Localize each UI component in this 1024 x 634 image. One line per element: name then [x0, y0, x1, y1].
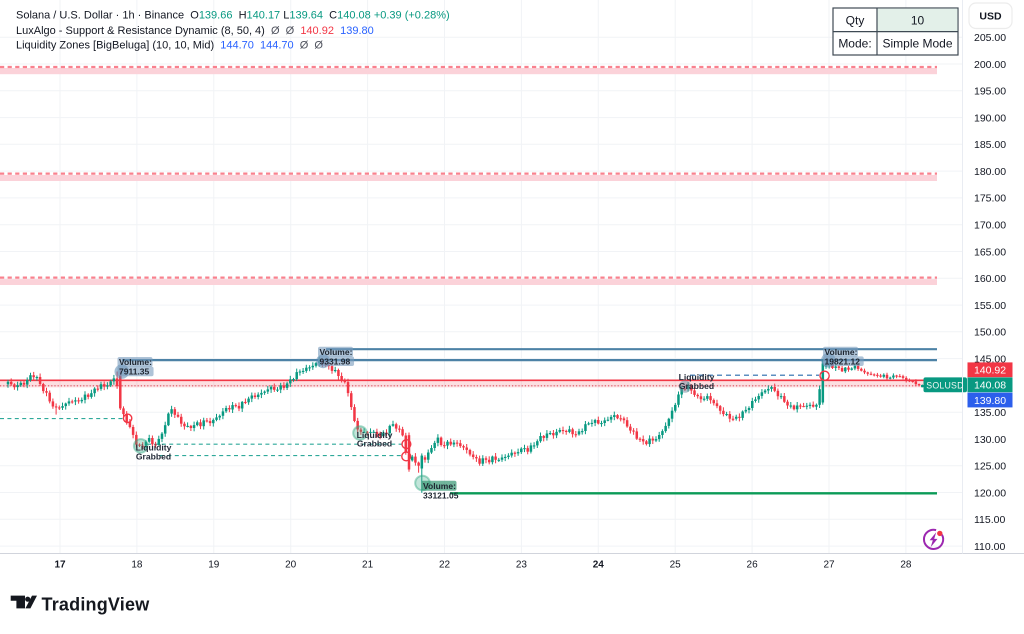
svg-text:33121.05: 33121.05 [423, 490, 459, 500]
svg-text:180.00: 180.00 [974, 166, 1006, 178]
svg-text:Volume:: Volume: [423, 481, 456, 491]
svg-text:24: 24 [593, 559, 605, 570]
svg-text:Solana / U.S. Dollar · 1h · Bi: Solana / U.S. Dollar · 1h · Binance O139… [16, 9, 450, 21]
svg-text:25: 25 [670, 559, 682, 570]
svg-text:170.00: 170.00 [974, 220, 1006, 232]
svg-text:Mode:: Mode: [838, 37, 871, 51]
svg-text:120.00: 120.00 [974, 487, 1006, 499]
svg-text:Simple Mode: Simple Mode [882, 37, 952, 51]
svg-text:USD: USD [979, 11, 1002, 23]
svg-text:135.00: 135.00 [974, 407, 1006, 419]
svg-text:19821.12: 19821.12 [825, 356, 861, 366]
svg-text:18: 18 [131, 559, 143, 570]
svg-text:LuxAlgo - Support & Resistance: LuxAlgo - Support & Resistance Dynamic (… [16, 25, 374, 37]
svg-text:115.00: 115.00 [974, 514, 1005, 526]
svg-text:195.00: 195.00 [974, 86, 1006, 98]
svg-text:7911.35: 7911.35 [119, 367, 150, 377]
svg-text:27: 27 [823, 559, 835, 570]
svg-text:Grabbed: Grabbed [136, 451, 171, 461]
svg-text:26: 26 [747, 559, 759, 570]
svg-text:22: 22 [439, 559, 451, 570]
svg-text:190.00: 190.00 [974, 112, 1006, 124]
svg-text:9331.98: 9331.98 [320, 356, 351, 366]
svg-text:Liquidity: Liquidity [136, 443, 172, 453]
svg-text:Volume:: Volume: [825, 347, 858, 357]
svg-text:19: 19 [208, 559, 220, 570]
svg-text:155.00: 155.00 [974, 300, 1006, 312]
svg-text:Grabbed: Grabbed [357, 439, 392, 449]
svg-text:125.00: 125.00 [974, 461, 1006, 473]
svg-text:110.00: 110.00 [974, 541, 1005, 553]
svg-text:140.08: 140.08 [974, 380, 1006, 392]
svg-text:20: 20 [285, 559, 297, 570]
svg-text:160.00: 160.00 [974, 273, 1006, 285]
svg-text:200.00: 200.00 [974, 59, 1006, 71]
svg-text:Liquidity Zones [BigBeluga] (1: Liquidity Zones [BigBeluga] (10, 10, Mid… [16, 40, 323, 52]
svg-text:130.00: 130.00 [974, 434, 1006, 446]
svg-text:TradingView: TradingView [42, 594, 151, 614]
svg-text:Qty: Qty [846, 13, 865, 27]
svg-text:150.00: 150.00 [974, 327, 1006, 339]
svg-text:Volume:: Volume: [320, 347, 353, 357]
svg-text:Liquidity: Liquidity [679, 372, 715, 382]
svg-text:165.00: 165.00 [974, 246, 1006, 258]
svg-text:175.00: 175.00 [974, 193, 1006, 205]
svg-text:140.92: 140.92 [974, 365, 1006, 377]
svg-text:21: 21 [362, 559, 374, 570]
svg-text:28: 28 [900, 559, 912, 570]
svg-text:10: 10 [911, 13, 925, 27]
svg-text:23: 23 [516, 559, 528, 570]
svg-text:Liquidity: Liquidity [357, 430, 393, 440]
svg-text:139.80: 139.80 [974, 395, 1006, 407]
svg-text:Volume:: Volume: [119, 357, 152, 367]
svg-text:205.00: 205.00 [974, 32, 1006, 44]
svg-text:17: 17 [54, 559, 66, 570]
svg-text:185.00: 185.00 [974, 139, 1006, 151]
svg-text:SOLUSD: SOLUSD [926, 381, 963, 391]
svg-text:Grabbed: Grabbed [679, 381, 714, 391]
